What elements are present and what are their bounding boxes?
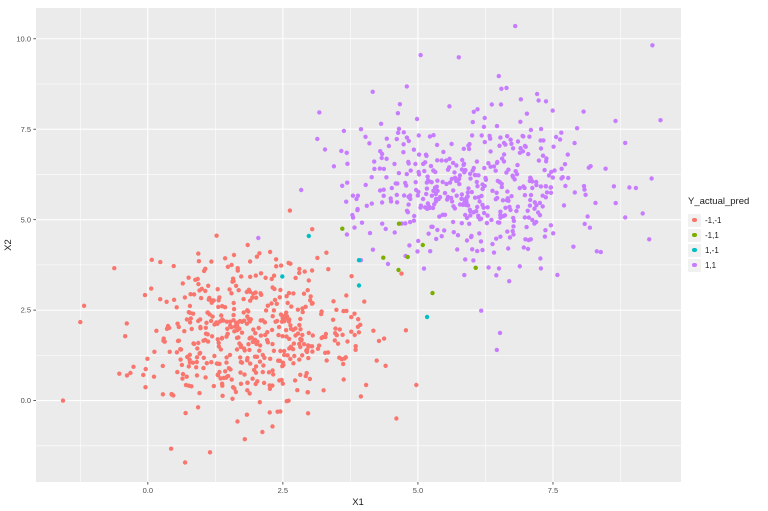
svg-text:0.0: 0.0 — [143, 486, 153, 495]
legend-dot-olive — [692, 232, 697, 238]
svg-text:2.5: 2.5 — [21, 306, 31, 315]
legend-item-label: -1,1 — [705, 230, 719, 240]
legend-dot-red — [692, 217, 697, 223]
svg-text:7.5: 7.5 — [21, 125, 31, 134]
svg-text:2.5: 2.5 — [278, 486, 288, 495]
svg-text:7.5: 7.5 — [548, 486, 558, 495]
legend-item-label: -1,-1 — [705, 215, 722, 225]
legend-dot-purple — [692, 262, 697, 268]
legend-title: Y_actual_pred — [688, 196, 750, 207]
legend-item: 1,1 — [688, 258, 749, 272]
svg-text:5.0: 5.0 — [413, 486, 423, 495]
minor-gridlines — [36, 8, 681, 482]
legend-item: -1,1 — [688, 228, 749, 242]
axis-tick-marks — [33, 38, 554, 485]
legend-key — [688, 213, 701, 227]
major-gridlines — [36, 8, 681, 482]
x-axis-tick-labels: 0.0 2.5 5.0 7.5 — [143, 486, 559, 495]
data-points — [60, 23, 663, 465]
legend-item-label: 1,1 — [705, 260, 717, 270]
plot-panel — [36, 8, 681, 482]
y-axis-title: X2 — [3, 239, 14, 251]
svg-text:0.0: 0.0 — [21, 396, 31, 405]
x-axis-title: X1 — [352, 497, 364, 508]
svg-text:5.0: 5.0 — [21, 215, 31, 224]
legend-item-label: 1,-1 — [705, 245, 719, 255]
legend-key — [688, 243, 701, 257]
legend-key — [688, 258, 701, 272]
legend-key — [688, 228, 701, 242]
legend-item: -1,-1 — [688, 213, 749, 227]
legend: Y_actual_pred -1,-1 -1,1 1,-1 1,1 — [688, 196, 749, 272]
legend-item: 1,-1 — [688, 243, 749, 257]
legend-dot-teal — [692, 247, 697, 253]
svg-text:10.0: 10.0 — [16, 34, 31, 43]
y-axis-tick-labels: 0.0 2.5 5.0 7.5 10.0 — [16, 34, 31, 405]
